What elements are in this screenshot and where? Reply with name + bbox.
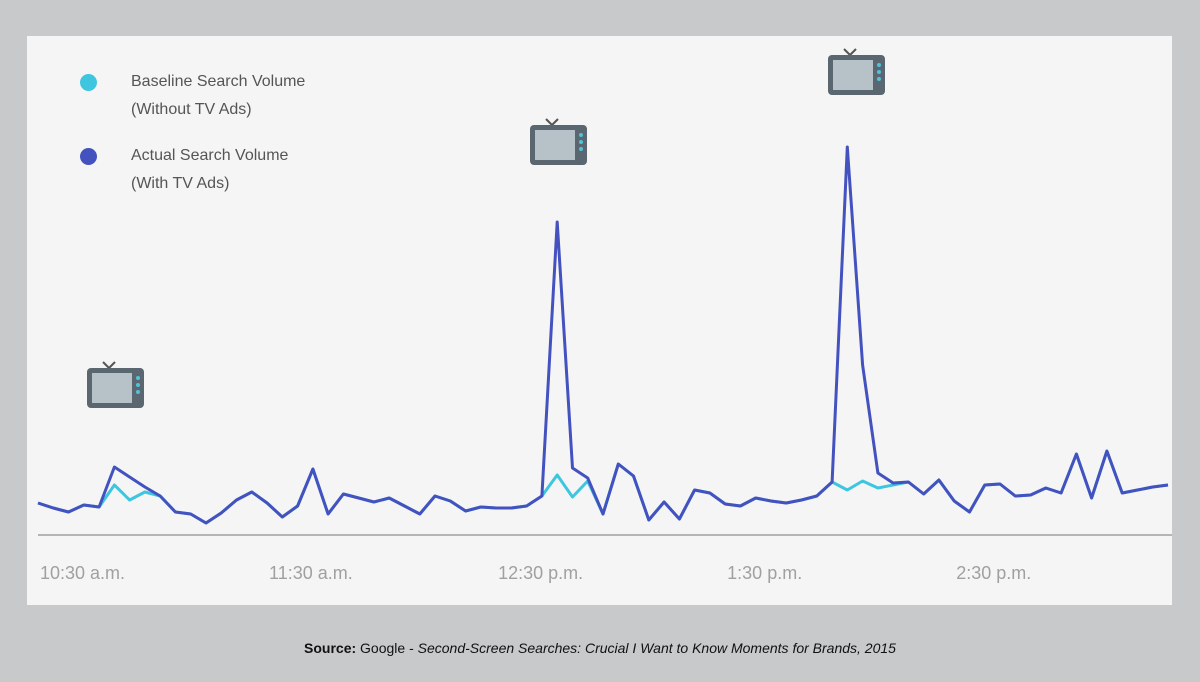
tv-icon [87,361,144,408]
series-line [37,145,1169,525]
x-tick-label: 11:30 a.m. [269,563,353,583]
legend-label: Baseline Search Volume (Without TV Ads) [131,73,306,118]
x-tick-label: 2:30 p.m. [956,563,1031,583]
source-label: Source: [304,640,357,656]
source-title: Second-Screen Searches: Crucial I Want t… [417,640,896,656]
tv-icon [828,48,885,95]
legend-label: Actual Search Volume (With TV Ads) [131,147,289,192]
source-publisher: Google - [360,640,414,656]
x-tick-label: 12:30 p.m. [498,563,583,583]
x-tick-label: 10:30 a.m. [40,563,125,583]
legend-marker [80,74,97,91]
legend-marker [80,148,97,165]
tv-icon [530,118,587,165]
source-note: Source: Google - Second-Screen Searches:… [0,640,1200,656]
x-tick-label: 1:30 p.m. [727,563,802,583]
chart: 10:30 a.m. 11:30 a.m. 12:30 p.m. 1:30 p.m. 2… [37,48,1172,583]
chart-panel: 10:30 a.m. 11:30 a.m. 12:30 p.m. 1:30 p.m. 2… [27,36,1172,605]
